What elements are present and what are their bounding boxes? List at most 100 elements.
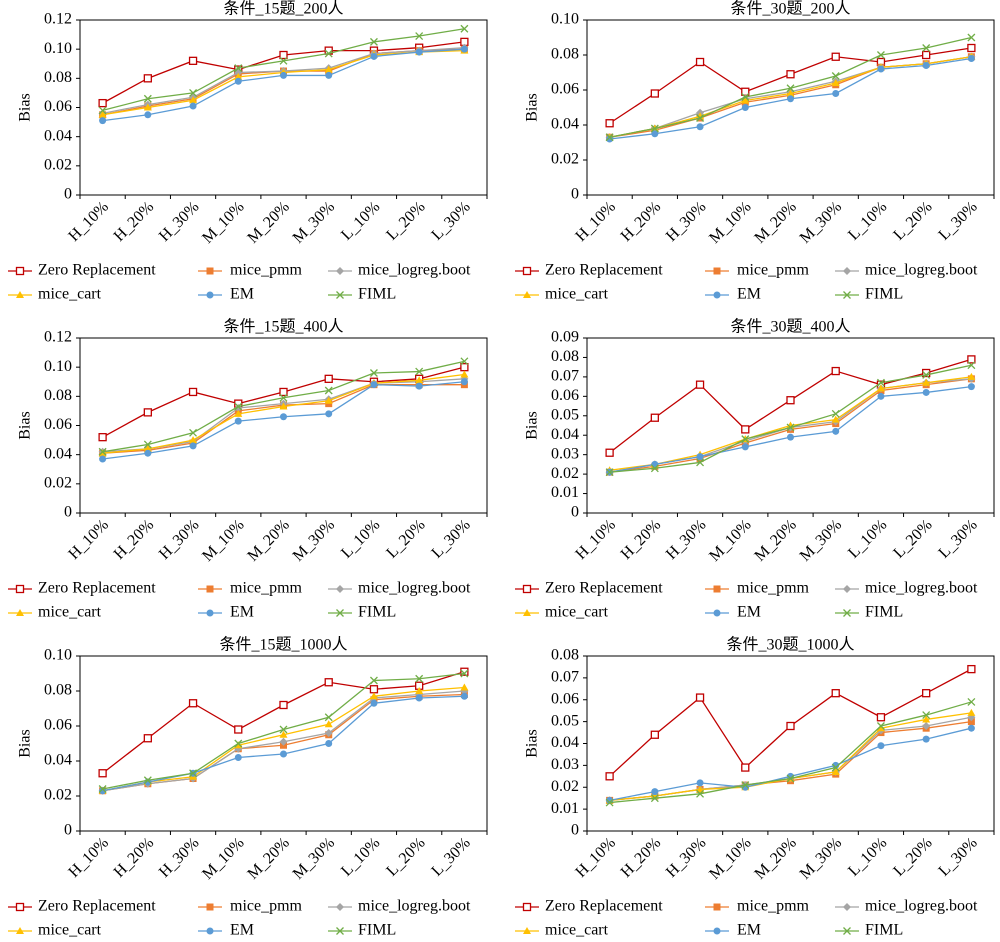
data-point [650, 124, 659, 133]
data-point [234, 725, 243, 734]
legend-marker [15, 902, 25, 912]
legend-label: EM [230, 286, 254, 303]
data-point [189, 436, 198, 444]
data-point [460, 370, 469, 378]
legend-marker [336, 927, 344, 935]
legend-label: mice_cart [545, 286, 609, 303]
y-tick-label: 0.05 [551, 712, 579, 729]
y-tick-label: 0.02 [551, 151, 579, 168]
data-point [967, 697, 976, 706]
y-tick-label: 0 [571, 504, 579, 521]
data-point [324, 720, 333, 728]
legend-label: mice_cart [38, 922, 102, 939]
x-tick-label: H_20% [618, 198, 665, 245]
data-point [876, 722, 885, 730]
y-tick-label: 0.02 [44, 787, 72, 804]
chart-title: 条件_30题_400人 [730, 318, 850, 336]
y-tick-label: 0.04 [551, 426, 579, 443]
x-tick-label: L_30% [935, 198, 980, 243]
data-point [696, 785, 705, 793]
y-axis-label: Bias [17, 411, 34, 439]
y-tick-label: 0.08 [551, 348, 579, 365]
series-line [102, 671, 465, 774]
data-point [741, 93, 750, 101]
data-point [99, 455, 107, 463]
legend-label: Zero Replacement [38, 580, 156, 597]
legend-label: EM [737, 286, 761, 303]
x-tick-label: M_30% [290, 516, 338, 564]
y-tick-label: 0.03 [551, 756, 579, 773]
data-point [143, 74, 152, 83]
data-point [460, 667, 469, 676]
data-point [605, 468, 614, 477]
data-point [695, 57, 705, 67]
x-tick-label: L_20% [383, 516, 428, 561]
x-tick-label: L_20% [383, 834, 428, 879]
x-tick-label: H_30% [663, 516, 710, 563]
y-tick-label: 0.08 [44, 387, 72, 404]
x-tick-label: L_30% [935, 516, 980, 561]
x-tick-label: M_20% [244, 516, 292, 564]
data-point [786, 774, 795, 783]
legend-marker [16, 609, 24, 616]
data-point [832, 90, 840, 97]
data-point [605, 798, 614, 807]
x-tick-label: H_20% [111, 198, 158, 245]
data-point [967, 43, 976, 53]
y-axis-label: Bias [17, 93, 34, 121]
legend-label: Zero Replacement [38, 262, 156, 279]
data-point [460, 357, 469, 366]
data-point [650, 730, 659, 739]
x-tick-label: M_30% [797, 198, 845, 246]
x-tick-label: M_10% [706, 834, 754, 882]
legend-label: FIML [358, 922, 396, 939]
y-tick-label: 0.01 [551, 484, 579, 501]
legend-marker [843, 609, 851, 617]
data-point [98, 433, 107, 442]
data-point [876, 713, 886, 722]
x-tick-label: L_20% [890, 198, 935, 243]
data-point [280, 413, 287, 421]
data-point [324, 396, 333, 404]
legend-label: Zero Replacement [545, 262, 663, 279]
data-point [144, 449, 152, 457]
data-point [234, 72, 243, 80]
x-tick-label: H_30% [663, 198, 710, 245]
legend-label: mice_logreg.boot [865, 262, 978, 279]
data-point [460, 692, 468, 700]
data-point [143, 94, 152, 103]
x-tick-label: H_10% [572, 198, 619, 245]
data-point [98, 110, 107, 118]
data-point [189, 88, 198, 97]
legend-label: mice_pmm [230, 262, 303, 279]
x-tick-label: M_20% [751, 834, 799, 882]
data-point [98, 769, 107, 778]
legend-label: FIML [358, 286, 396, 303]
data-point [922, 711, 931, 720]
legend-label: FIML [865, 286, 903, 303]
x-tick-label: L_10% [845, 834, 890, 879]
x-tick-label: L_10% [338, 198, 383, 243]
legend-marker [843, 585, 851, 593]
data-point [696, 114, 705, 122]
data-point [188, 699, 198, 708]
data-point [189, 102, 197, 110]
data-point [98, 98, 107, 108]
data-point [786, 396, 795, 405]
x-tick-label: H_20% [111, 516, 158, 563]
legend-label: mice_cart [38, 286, 102, 303]
data-point [324, 65, 333, 73]
x-tick-label: M_20% [244, 198, 292, 246]
legend-marker [843, 903, 851, 911]
legend-label: mice_cart [545, 922, 609, 939]
data-point [786, 423, 795, 432]
data-point [279, 737, 288, 746]
legend-label: mice_pmm [737, 580, 810, 597]
legend-label: EM [737, 922, 761, 939]
data-point [605, 119, 614, 128]
x-tick-label: L_10% [338, 834, 383, 879]
data-point [279, 387, 288, 397]
data-point [370, 699, 378, 707]
series-line [609, 364, 972, 473]
data-point [741, 425, 750, 434]
